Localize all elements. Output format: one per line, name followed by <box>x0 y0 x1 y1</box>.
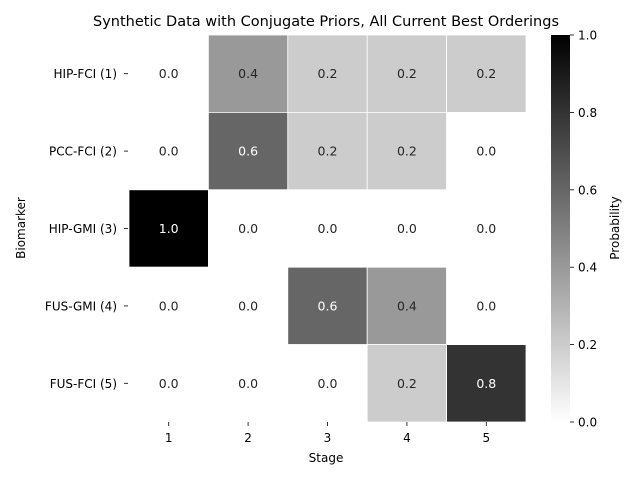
colorbar-tick-label: 0.2 <box>578 338 597 352</box>
cell-value-label: 0.0 <box>397 221 417 236</box>
heatmap-cell <box>128 112 209 191</box>
cell-value-label: 0.0 <box>238 298 258 313</box>
x-tick-label: 1 <box>165 431 173 445</box>
cell-value-label: 0.0 <box>159 144 179 159</box>
cell-value-label: 0.0 <box>476 144 496 159</box>
cell-value-label: 0.4 <box>238 66 258 81</box>
y-axis-ticks: HIP-FCI (1) PCC-FCI (2) HIP-GMI (3) FUS-GMI… <box>45 67 128 391</box>
cell-value-label: 0.2 <box>318 66 338 81</box>
heatmap-cell <box>446 266 527 346</box>
heatmap-cell <box>366 266 448 346</box>
x-tick-label: 5 <box>482 431 490 445</box>
colorbar-gradient <box>551 35 570 422</box>
heatmap-cell <box>366 189 448 268</box>
cell-value-label: 0.0 <box>476 221 496 236</box>
colorbar-label: Probability <box>608 196 622 259</box>
x-tick-label: 2 <box>244 431 252 445</box>
heatmap-cell <box>207 189 289 268</box>
cell-value-label: 0.2 <box>397 66 417 81</box>
cell-value-label: 0.2 <box>397 376 417 391</box>
cell-value-label: 0.0 <box>238 376 258 391</box>
heatmap-cell <box>287 344 368 423</box>
heatmap-cell <box>287 112 368 191</box>
heatmap-cell <box>207 344 289 423</box>
x-tick-label: 3 <box>324 431 332 445</box>
cell-value-label: 0.0 <box>238 221 258 236</box>
cell-value-label: 0.2 <box>476 66 496 81</box>
cell-value-label: 0.8 <box>476 376 496 391</box>
heatmap-cell <box>446 34 527 113</box>
cell-value-label: 0.6 <box>318 298 338 313</box>
heatmap-cell <box>366 34 448 113</box>
heatmap-cell <box>207 34 289 113</box>
heatmap-cell <box>446 344 527 423</box>
y-tick-label: FUS-FCI (5) <box>50 377 117 391</box>
heatmap-cell <box>446 189 527 268</box>
heatmap-cell <box>287 266 368 346</box>
cell-value-label: 0.0 <box>476 298 496 313</box>
heatmap-cell <box>128 34 209 113</box>
colorbar-ticks: 0.0 0.2 0.4 0.6 0.8 1.0 <box>570 29 597 430</box>
colorbar: 0.0 0.2 0.4 0.6 0.8 1.0 Probability <box>551 29 622 430</box>
y-axis-label: Biomarker <box>14 197 28 259</box>
heatmap-cell-labels: 0.0 0.4 0.2 0.2 0.2 0.0 0.6 0.2 0.2 0.0 1.0 0.0 0.0 0… <box>159 66 497 391</box>
heatmap-cell <box>207 266 289 346</box>
y-tick-label: FUS-GMI (4) <box>45 299 117 313</box>
cell-value-label: 0.0 <box>159 376 179 391</box>
x-tick-label: 4 <box>403 431 411 445</box>
cell-value-label: 0.0 <box>318 221 338 236</box>
heatmap-cell <box>128 344 209 423</box>
colorbar-tick-label: 0.6 <box>578 183 597 197</box>
x-axis-label: Stage <box>309 451 344 465</box>
colorbar-tick-label: 1.0 <box>578 29 597 43</box>
y-tick-label: HIP-FCI (1) <box>54 67 118 81</box>
chart-title: Synthetic Data with Conjugate Priors, Al… <box>93 14 559 30</box>
heatmap-cell <box>287 34 368 113</box>
y-tick-label: HIP-GMI (3) <box>49 222 117 236</box>
cell-value-label: 0.4 <box>397 298 417 313</box>
heatmap-cell <box>446 112 527 191</box>
cell-value-label: 1.0 <box>159 221 179 236</box>
x-axis-ticks: 1 2 3 4 5 <box>165 422 490 445</box>
colorbar-tick-label: 0.8 <box>578 106 597 120</box>
cell-value-label: 0.2 <box>397 144 417 159</box>
heatmap-cells <box>128 34 527 423</box>
colorbar-tick-label: 0.0 <box>578 416 597 430</box>
heatmap-cell <box>287 189 368 268</box>
colorbar-tick-label: 0.4 <box>578 261 597 275</box>
cell-value-label: 0.6 <box>238 144 258 159</box>
cell-value-label: 0.0 <box>159 298 179 313</box>
heatmap-cell <box>128 266 209 346</box>
cell-value-label: 0.0 <box>159 66 179 81</box>
y-tick-label: PCC-FCI (2) <box>49 145 117 159</box>
cell-value-label: 0.0 <box>318 376 338 391</box>
cell-value-label: 0.2 <box>318 144 338 159</box>
